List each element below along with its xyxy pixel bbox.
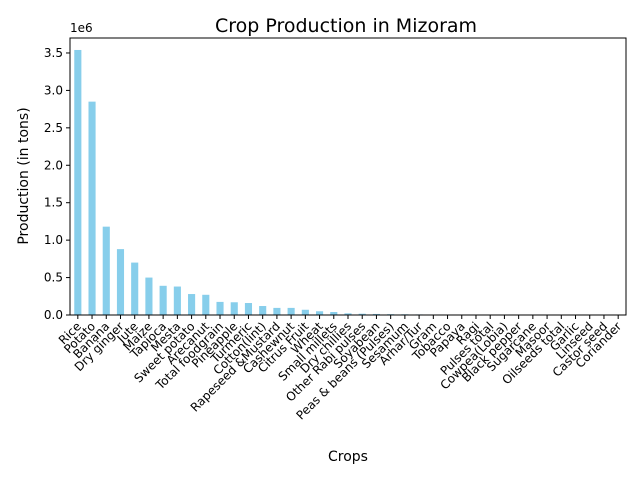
bar-sweet-potato — [188, 294, 196, 315]
bar-tapioca — [159, 285, 167, 315]
y-tick-label: 2.0 — [44, 158, 63, 172]
bar-cotton-lint- — [259, 306, 267, 315]
y-tick-label: 3.5 — [44, 46, 63, 60]
bar-small-millets — [330, 312, 338, 315]
chart-title: Crop Production in Mizoram — [215, 15, 477, 37]
bar-rice — [74, 49, 82, 315]
bar-dry-ginger — [116, 249, 125, 315]
bar-potato — [88, 101, 96, 315]
bar-mesta — [173, 286, 181, 315]
y-tick-label: 1.5 — [44, 196, 63, 210]
bar-banana — [102, 226, 110, 315]
bar-soyabean — [372, 313, 380, 315]
x-axis-title: Crops — [328, 449, 368, 465]
bar-wheat — [316, 311, 324, 315]
y-tick-label: 2.5 — [44, 121, 63, 135]
bar-maize — [145, 277, 153, 315]
bar-jute — [131, 262, 139, 315]
bars-group — [74, 49, 622, 315]
bar-cashewnut — [287, 307, 295, 315]
bar-turmeric — [244, 303, 253, 315]
bar-arecanut — [202, 294, 210, 315]
bar-rapeseed-mustard — [273, 307, 281, 315]
bar-dry-chillies — [344, 313, 352, 315]
y-tick-label: 1.0 — [44, 233, 63, 247]
y-tick-label: 3.0 — [44, 83, 63, 97]
bar-pineapple — [230, 302, 238, 315]
bar-other-rabi-pulses — [358, 313, 366, 315]
y-axis: 0.0 0.5 1.0 1.5 2.0 2.5 3.0 3.5 — [44, 46, 70, 322]
plot-frame — [69, 37, 627, 316]
y-tick-label: 0.0 — [44, 308, 63, 322]
y-offset-label: 1e6 — [70, 21, 93, 35]
y-axis-title: Production (in tons) — [16, 107, 32, 244]
bar-citrus-fruit — [301, 309, 309, 315]
bar-total-foodgrain — [216, 301, 224, 315]
y-tick-label: 0.5 — [44, 271, 63, 285]
